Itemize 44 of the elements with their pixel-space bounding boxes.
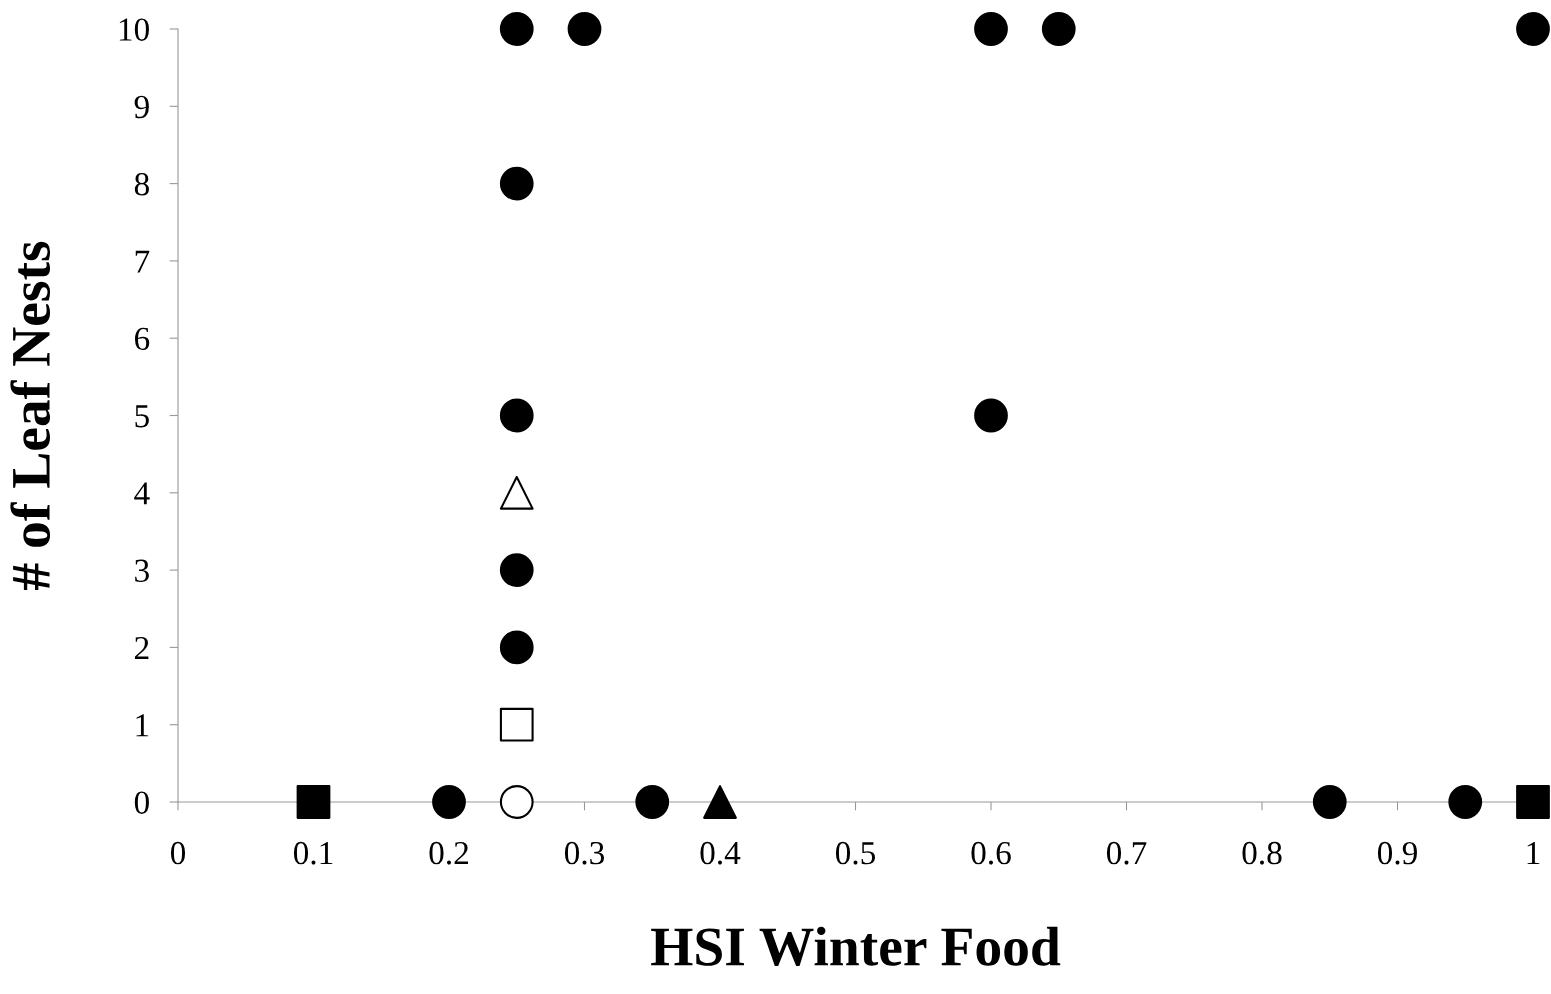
y-tick-label: 2 — [135, 636, 149, 659]
point — [567, 12, 602, 46]
point — [499, 707, 534, 742]
x-tick-label: 0.6 — [971, 841, 1011, 865]
x-tick-label: 0.7 — [1106, 841, 1147, 865]
point — [1312, 785, 1347, 819]
point — [296, 785, 331, 819]
point — [499, 630, 534, 665]
point — [499, 785, 534, 819]
point — [499, 12, 534, 46]
point — [974, 12, 1008, 46]
point — [499, 398, 534, 433]
y-tick-label: 7 — [135, 250, 150, 273]
y-tick-label: 0 — [134, 791, 149, 814]
y-tick-label: 9 — [134, 95, 149, 119]
point — [635, 785, 670, 819]
point — [1041, 12, 1076, 46]
point — [499, 166, 534, 201]
y-tick-label: 3 — [135, 559, 149, 582]
x-tick-label: 0.5 — [835, 841, 876, 865]
point — [974, 398, 1008, 433]
y-axis-title: # of Leaf Nests — [10, 241, 51, 590]
x-tick-label: 1 — [1527, 842, 1540, 865]
x-tick-label: 0.1 — [293, 841, 333, 865]
y-tick-label: 5 — [135, 405, 149, 428]
y-tick-label: 10 — [119, 18, 149, 41]
point — [1516, 12, 1550, 46]
x-axis-title: HSI Winter Food — [651, 926, 1061, 967]
y-tick-label: 1 — [136, 714, 149, 737]
y-tick-label: 8 — [134, 173, 149, 196]
point — [1516, 785, 1550, 819]
x-tick-label: 0.8 — [1242, 841, 1282, 865]
point — [432, 785, 466, 819]
x-tick-label: 0.9 — [1377, 841, 1417, 865]
point — [499, 475, 534, 510]
point — [1448, 785, 1483, 819]
x-tick-label: 0.4 — [700, 841, 741, 865]
x-tick-label: 0.3 — [564, 841, 605, 865]
x-tick-label: 0 — [170, 841, 186, 865]
x-tick-label: 0.2 — [429, 841, 468, 865]
point — [703, 785, 737, 819]
y-tick-label: 6 — [134, 327, 150, 351]
point — [499, 553, 534, 587]
y-tick-label: 4 — [134, 482, 150, 505]
